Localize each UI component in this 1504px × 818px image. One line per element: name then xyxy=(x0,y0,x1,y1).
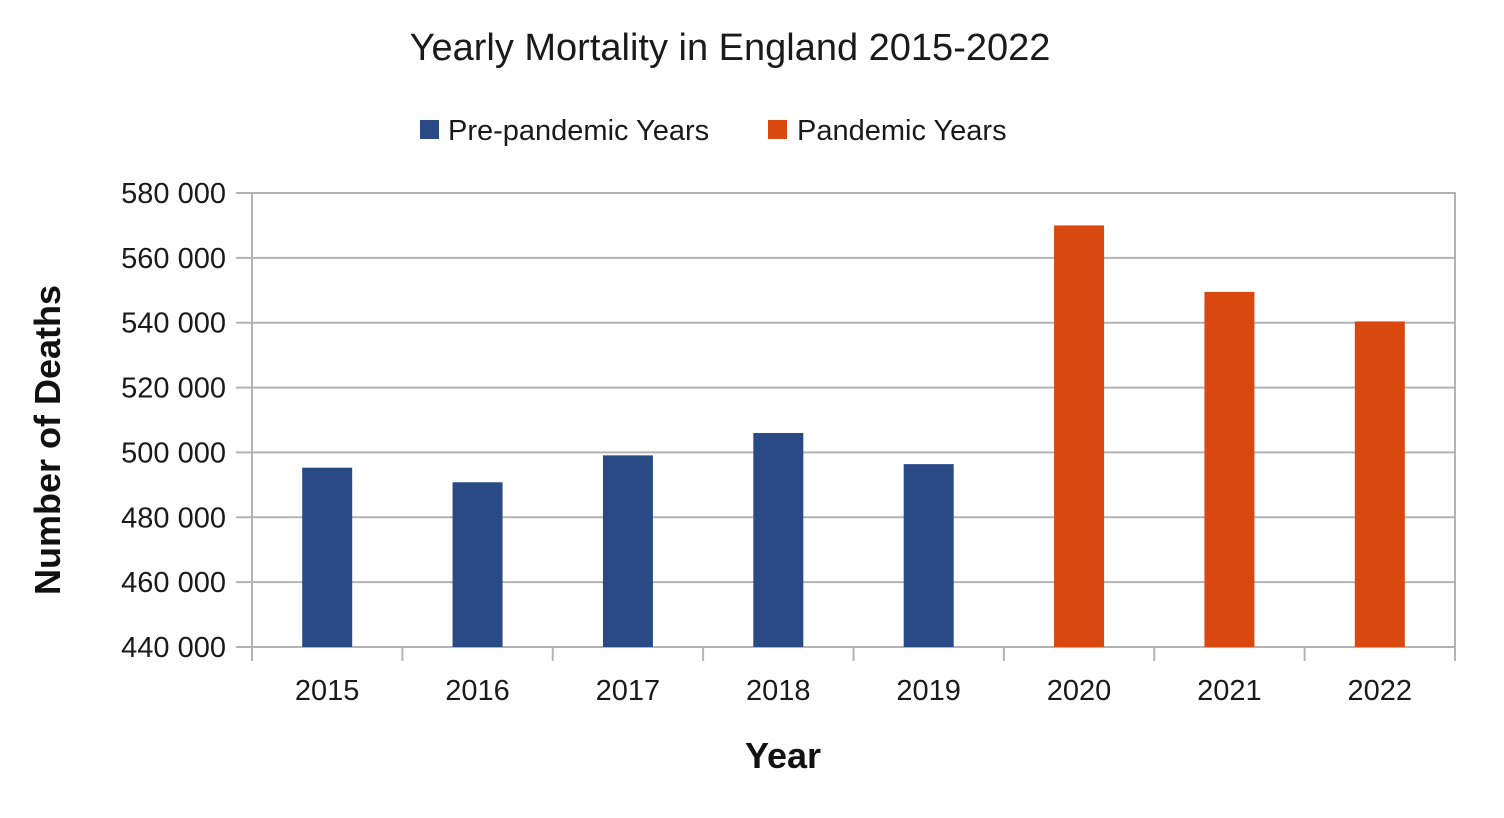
y-tick-label: 440 000 xyxy=(121,632,226,664)
bar-2016 xyxy=(452,482,503,647)
bar-2019 xyxy=(903,464,954,647)
grid xyxy=(236,192,1456,661)
y-tick-label: 460 000 xyxy=(121,567,226,599)
plot-frame xyxy=(251,192,1456,648)
y-tick-label: 520 000 xyxy=(121,373,226,405)
y-tick-label: 500 000 xyxy=(121,437,226,469)
y-tick-label: 580 000 xyxy=(121,178,226,210)
x-tick-label: 2016 xyxy=(445,675,510,707)
bar-2017 xyxy=(602,455,653,647)
legend-label-pre-pandemic: Pre-pandemic Years xyxy=(448,115,709,147)
x-tick-label: 2015 xyxy=(295,675,360,707)
chart-title: Yearly Mortality in England 2015-2022 xyxy=(410,27,1051,69)
legend-swatch-pre-pandemic xyxy=(420,120,439,139)
bars xyxy=(302,225,1405,647)
y-axis-ticks: 440 000 460 000 480 000 500 000 520 000 540 0… xyxy=(121,178,226,664)
y-tick-label: 480 000 xyxy=(121,502,226,534)
legend: Pre-pandemic Years Pandemic Years xyxy=(420,115,1007,147)
legend-label-pandemic: Pandemic Years xyxy=(797,115,1007,147)
x-axis-ticks: 2015 2016 2017 2018 2019 2020 2021 2022 xyxy=(295,675,1412,707)
y-tick-label: 540 000 xyxy=(121,308,226,340)
legend-swatch-pandemic xyxy=(768,120,787,139)
x-tick-label: 2017 xyxy=(596,675,661,707)
x-tick-label: 2018 xyxy=(746,675,811,707)
y-axis-label: Number of Deaths xyxy=(27,285,68,595)
x-tick-label: 2022 xyxy=(1348,675,1413,707)
bar-2021 xyxy=(1204,291,1255,647)
x-tick-label: 2020 xyxy=(1047,675,1112,707)
bar-2022 xyxy=(1354,321,1405,647)
x-tick-label: 2021 xyxy=(1197,675,1262,707)
bar-2020 xyxy=(1054,225,1105,647)
bar-2015 xyxy=(302,467,353,647)
bar-2018 xyxy=(753,432,804,647)
x-axis-label: Year xyxy=(745,735,821,776)
x-tick-label: 2019 xyxy=(896,675,961,707)
y-tick-label: 560 000 xyxy=(121,243,226,275)
